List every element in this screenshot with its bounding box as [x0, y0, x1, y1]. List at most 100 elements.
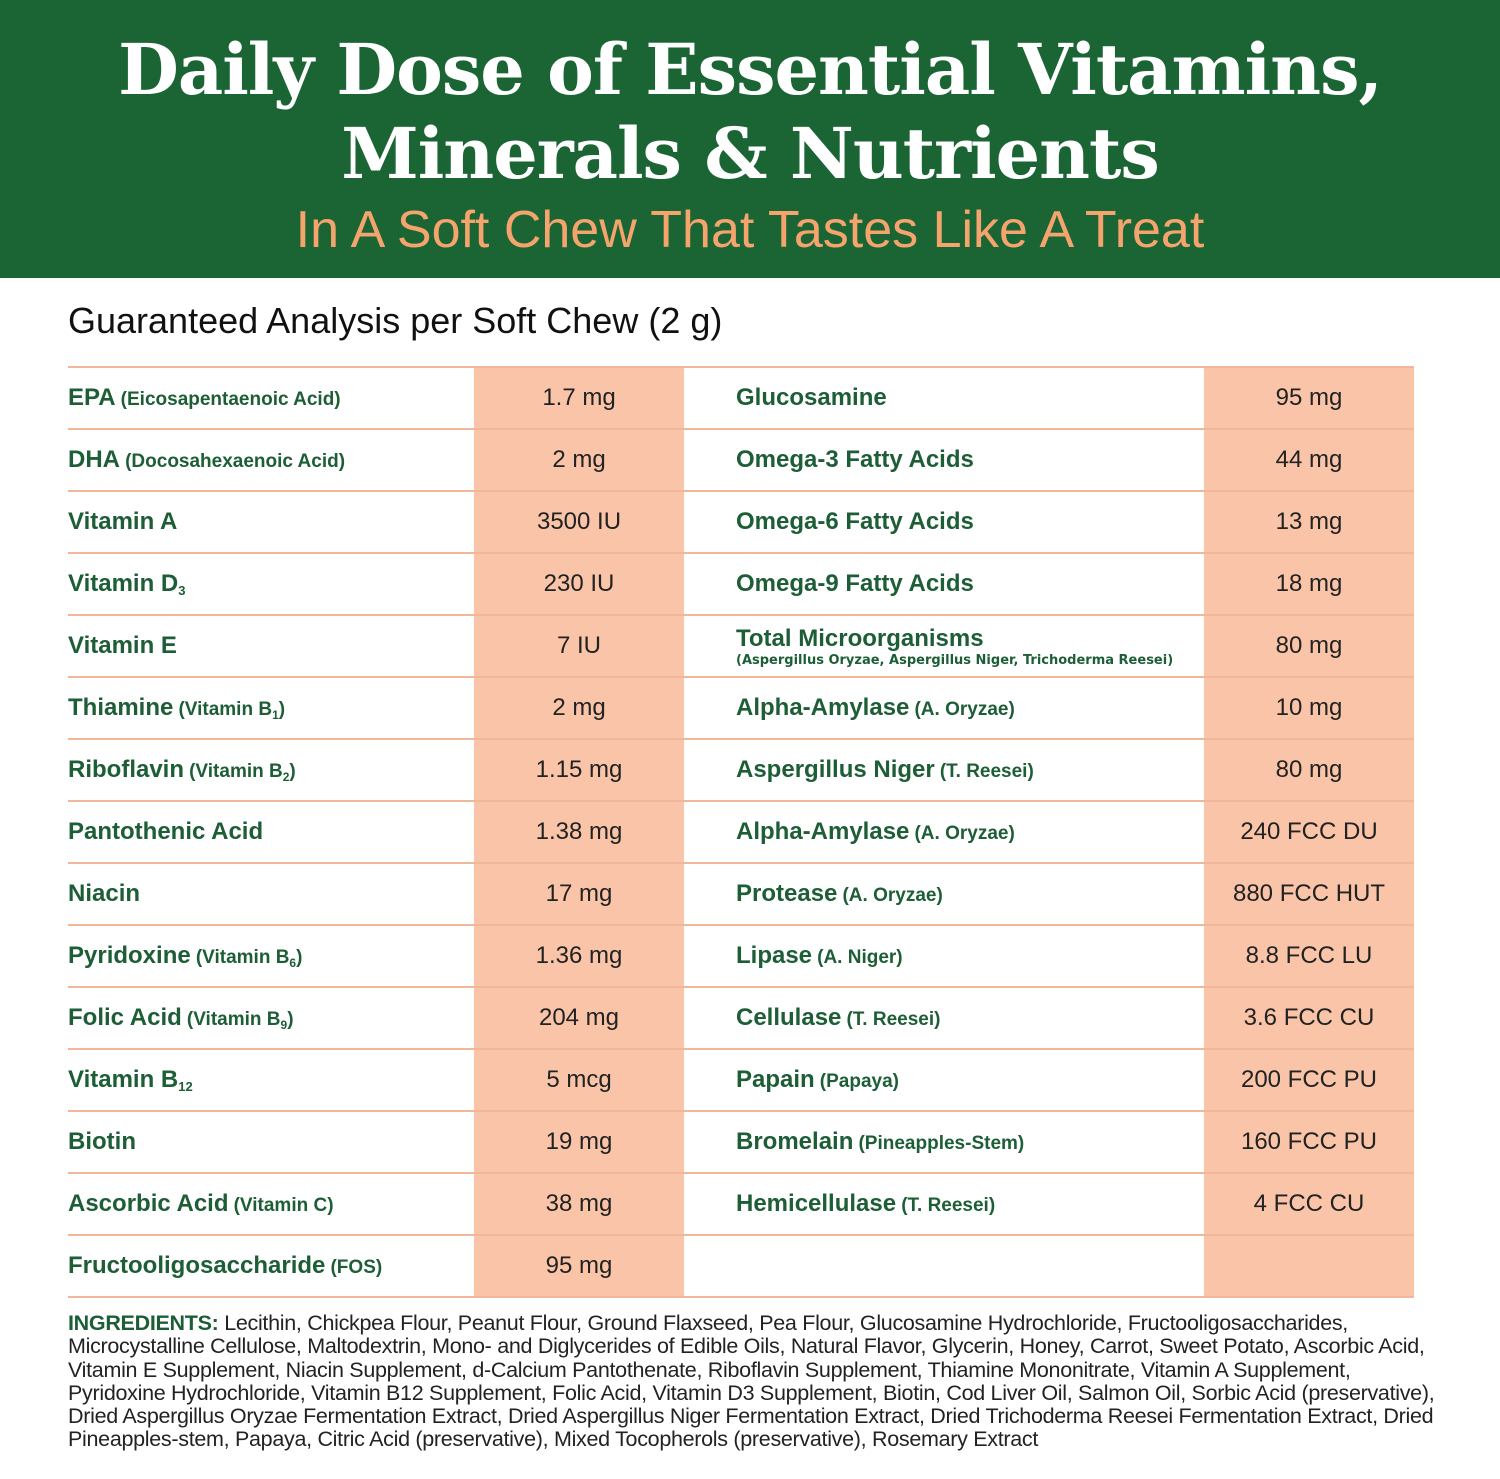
- nutrient-note-subscript: 6: [289, 956, 297, 971]
- right-value-cell: 4 FCC CU: [1204, 1174, 1414, 1234]
- right-name-cell: Alpha-Amylase (A. Oryzae): [684, 678, 1204, 738]
- nutrient-value: 80 mg: [1275, 632, 1343, 659]
- nutrient-value: 5 mcg: [546, 1066, 612, 1093]
- table-row: Vitamin E 7 IU Total Microorganisms (Asperg…: [68, 616, 1414, 678]
- nutrient-name: Cellulase: [736, 1004, 842, 1031]
- nutrient-value: 7 IU: [556, 632, 601, 659]
- left-name-cell: Vitamin B12: [68, 1050, 474, 1110]
- nutrient-value: 3500 IU: [536, 508, 622, 535]
- left-name-cell: Vitamin A: [68, 492, 474, 552]
- right-value-cell: 95 mg: [1204, 368, 1414, 428]
- left-value-cell: 1.7 mg: [474, 368, 684, 428]
- table-row: Fructooligosaccharide (FOS) 95 mg: [68, 1236, 1414, 1298]
- analysis-title: Guaranteed Analysis per Soft Chew (2 g): [68, 300, 723, 341]
- ingredients-label: INGREDIENTS:: [68, 1311, 219, 1335]
- left-name-cell: Riboflavin (Vitamin B2): [68, 740, 474, 800]
- right-value-cell: 160 FCC PU: [1204, 1112, 1414, 1172]
- nutrient-note: (T. Reesei): [939, 761, 1034, 782]
- nutrient-value: 8.8 FCC LU: [1245, 942, 1373, 969]
- nutrient-name: Vitamin A: [68, 508, 178, 535]
- nutrient-name: Alpha-Amylase: [736, 818, 910, 845]
- nutrient-value: 18 mg: [1275, 570, 1343, 597]
- nutrient-value: 880 FCC HUT: [1232, 880, 1386, 907]
- table-row: Folic Acid (Vitamin B9) 204 mg Cellulase (…: [68, 988, 1414, 1050]
- nutrient-value: 95 mg: [1275, 384, 1343, 411]
- table-row: Ascorbic Acid (Vitamin C) 38 mg Hemicellul…: [68, 1174, 1414, 1236]
- nutrient-name: Omega-6 Fatty Acids: [736, 508, 974, 535]
- table-row: Riboflavin (Vitamin B2) 1.15 mg Aspergillu…: [68, 740, 1414, 802]
- headline-line-2: Minerals & Nutrients: [341, 112, 1160, 195]
- nutrient-note: (A. Niger): [817, 947, 903, 968]
- nutrient-value: 2 mg: [552, 694, 606, 721]
- nutrient-note: (A. Oryzae): [842, 885, 943, 906]
- nutrient-value: 204 mg: [538, 1004, 620, 1031]
- right-value-cell: 240 FCC DU: [1204, 802, 1414, 862]
- left-value-cell: 1.36 mg: [474, 926, 684, 986]
- right-name-cell: Alpha-Amylase (A. Oryzae): [684, 802, 1204, 862]
- nutrient-note: (Vitamin B: [189, 760, 283, 782]
- nutrient-detail: (Aspergillus Oryzae, Aspergillus Niger, …: [736, 652, 1174, 668]
- header-banner: Daily Dose of Essential Vitamins, Minera…: [0, 0, 1500, 278]
- table-row: Vitamin A 3500 IU Omega-6 Fatty Acids 13 mg: [68, 492, 1414, 554]
- nutrient-name: DHA: [68, 446, 120, 473]
- nutrient-name: Vitamin B: [68, 1065, 179, 1093]
- nutrient-note: (A. Oryzae): [914, 823, 1015, 844]
- left-name-cell: DHA (Docosahexaenoic Acid): [68, 430, 474, 490]
- table-row: Vitamin B12 5 mcg Papain (Papaya) 200 FCC P…: [68, 1050, 1414, 1112]
- left-name-cell: Niacin: [68, 864, 474, 924]
- nutrient-value: 4 FCC CU: [1253, 1190, 1365, 1217]
- left-name-cell: Thiamine (Vitamin B1): [68, 678, 474, 738]
- left-value-cell: 230 IU: [474, 554, 684, 614]
- nutrient-name: Pantothenic Acid: [68, 818, 264, 845]
- nutrient-value: 160 FCC PU: [1240, 1128, 1378, 1155]
- left-name-cell: Vitamin D3: [68, 554, 474, 614]
- right-name-cell: Lipase (A. Niger): [684, 926, 1204, 986]
- nutrient-note: (Vitamin C): [233, 1195, 334, 1216]
- nutrient-name: Aspergillus Niger: [736, 756, 935, 783]
- nutrient-name: Vitamin D: [68, 569, 179, 597]
- nutrient-note: (Pineapples-Stem): [858, 1133, 1025, 1154]
- nutrient-name: Bromelain: [736, 1128, 854, 1155]
- right-name-cell: Cellulase (T. Reesei): [684, 988, 1204, 1048]
- right-value-cell: [1204, 1236, 1414, 1296]
- nutrient-value: 230 IU: [543, 570, 615, 597]
- nutrient-name: Papain: [736, 1066, 815, 1093]
- subheadline: In A Soft Chew That Tastes Like A Treat: [295, 201, 1205, 259]
- right-name-cell: Protease (A. Oryzae): [684, 864, 1204, 924]
- right-name-cell: Omega-9 Fatty Acids: [684, 554, 1204, 614]
- ingredients-list: Lecithin, Chickpea Flour, Peanut Flour, …: [68, 1311, 1435, 1452]
- left-value-cell: 5 mcg: [474, 1050, 684, 1110]
- nutrient-value: 95 mg: [545, 1252, 613, 1279]
- left-value-cell: 204 mg: [474, 988, 684, 1048]
- nutrient-name: Lipase: [736, 942, 813, 969]
- right-name-cell: Total Microorganisms (Aspergillus Oryzae,…: [684, 616, 1204, 676]
- nutrient-name: Thiamine: [68, 693, 174, 721]
- left-value-cell: 17 mg: [474, 864, 684, 924]
- nutrient-name: Protease: [736, 880, 838, 907]
- nutrient-name: Fructooligosaccharide: [68, 1252, 326, 1279]
- ingredients-text: INGREDIENTS: Lecithin, Chickpea Flour, P…: [68, 1311, 1448, 1452]
- left-name-cell: Vitamin E: [68, 616, 474, 676]
- nutrient-name: Folic Acid: [68, 1003, 182, 1031]
- left-name-cell: Ascorbic Acid (Vitamin C): [68, 1174, 474, 1234]
- nutrient-note: (FOS): [330, 1257, 383, 1278]
- nutrient-value: 1.7 mg: [542, 384, 616, 411]
- left-name-cell: Pyridoxine (Vitamin B6): [68, 926, 474, 986]
- nutrient-note: (A. Oryzae): [914, 699, 1015, 720]
- right-name-cell: [684, 1236, 1204, 1296]
- nutrient-note-end: ): [278, 698, 286, 720]
- nutrient-value: 3.6 FCC CU: [1243, 1004, 1375, 1031]
- right-value-cell: 8.8 FCC LU: [1204, 926, 1414, 986]
- right-value-cell: 200 FCC PU: [1204, 1050, 1414, 1110]
- nutrient-name-subscript: 12: [178, 1079, 193, 1095]
- right-name-cell: Omega-3 Fatty Acids: [684, 430, 1204, 490]
- right-name-cell: Omega-6 Fatty Acids: [684, 492, 1204, 552]
- nutrient-name: Glucosamine: [736, 384, 887, 411]
- nutrient-name-subscript: 3: [178, 583, 186, 599]
- left-value-cell: 1.38 mg: [474, 802, 684, 862]
- nutrient-name: Alpha-Amylase: [736, 694, 910, 721]
- table-row: Niacin 17 mg Protease (A. Oryzae) 880 FCC H…: [68, 864, 1414, 926]
- nutrient-value: 240 FCC DU: [1240, 818, 1378, 845]
- right-value-cell: 10 mg: [1204, 678, 1414, 738]
- nutrient-note: (T. Reesei): [901, 1195, 996, 1216]
